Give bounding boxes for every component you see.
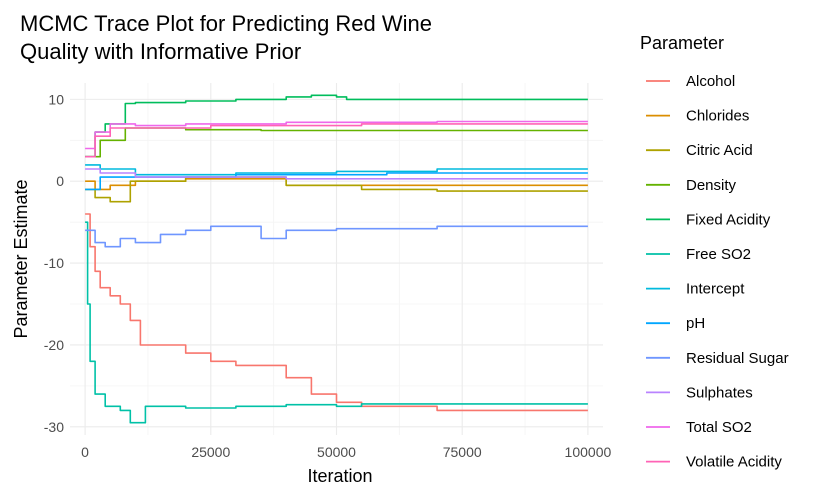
legend-label-density: Density xyxy=(686,177,737,194)
legend-label-residual-sugar: Residual Sugar xyxy=(686,350,789,367)
legend-label-chlorides: Chlorides xyxy=(686,108,749,125)
x-tick-label: 0 xyxy=(81,444,89,460)
legend-label-fixed-acidity: Fixed Acidity xyxy=(686,211,771,228)
x-tick-label: 50000 xyxy=(317,444,356,460)
legend-items: Alcohol Chlorides Citric Acid Density Fixed … xyxy=(646,73,789,471)
series-line-free-so2 xyxy=(85,221,588,424)
series-line-residual-sugar xyxy=(85,225,588,248)
chart-title-line-1: MCMC Trace Plot for Predicting Red Wine xyxy=(20,11,432,36)
series-line-citric-acid xyxy=(85,176,588,203)
chart-title-line-2: Quality with Informative Prior xyxy=(20,39,301,64)
legend-label-volatile-acidity: Volatile Acidity xyxy=(686,454,782,471)
y-tick-label: 10 xyxy=(48,91,64,107)
y-tick-label: -30 xyxy=(44,419,64,435)
y-tick-label: -20 xyxy=(44,337,64,353)
x-tick-label: 100000 xyxy=(565,444,612,460)
legend-title: Parameter xyxy=(640,33,724,53)
legend-label-sulphates: Sulphates xyxy=(686,384,753,401)
tick-labels: 0 25000 50000 75000 100000 -30 -20 -10 0 10 xyxy=(44,91,612,460)
series-lines xyxy=(85,94,588,424)
legend-label-alcohol: Alcohol xyxy=(686,73,735,90)
legend-label-ph: pH xyxy=(686,315,705,332)
y-tick-label: 0 xyxy=(56,173,64,189)
series-line-sulphates xyxy=(85,168,588,180)
legend: Parameter Alcohol Chlorides Citric Acid Den… xyxy=(640,33,789,471)
series-line-total-so2 xyxy=(85,120,588,150)
x-axis-title: Iteration xyxy=(307,466,372,486)
legend-label-citric-acid: Citric Acid xyxy=(686,142,753,159)
y-tick-label: -10 xyxy=(44,255,64,271)
y-axis-title: Parameter Estimate xyxy=(11,179,31,338)
series-line-alcohol xyxy=(85,213,588,412)
x-tick-label: 25000 xyxy=(191,444,230,460)
legend-label-intercept: Intercept xyxy=(686,281,745,298)
series-line-volatile-acidity xyxy=(85,123,588,158)
grid xyxy=(70,83,603,435)
x-tick-label: 75000 xyxy=(443,444,482,460)
series-line-fixed-acidity xyxy=(85,94,588,158)
legend-label-free-so2: Free SO2 xyxy=(686,246,751,263)
legend-label-total-so2: Total SO2 xyxy=(686,419,752,436)
